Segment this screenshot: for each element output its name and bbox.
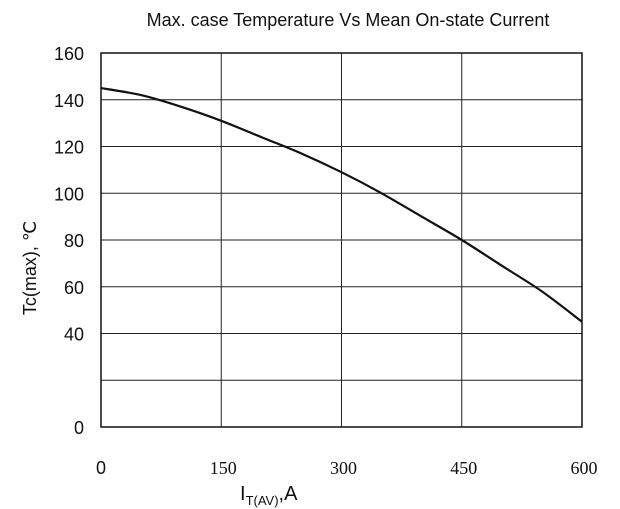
y-axis-label: Tc(max), ℃ <box>20 221 40 315</box>
x-axis-label-subscript: T(AV) <box>246 493 279 508</box>
x-tick-label: 0 <box>96 458 106 478</box>
x-tick-label: 600 <box>571 458 598 478</box>
y-tick-label: 0 <box>74 418 84 438</box>
y-tick-label: 140 <box>54 91 84 111</box>
y-tick-label: 100 <box>54 184 84 204</box>
chart-title: Max. case Temperature Vs Mean On-state C… <box>147 10 550 30</box>
x-tick-label: 300 <box>330 458 357 478</box>
x-tick-label: 150 <box>210 458 237 478</box>
y-tick-label: 120 <box>54 138 84 158</box>
y-axis-ticks: 0 40 60 80 100 120 140 160 <box>54 44 84 438</box>
grid-lines <box>101 53 582 427</box>
x-axis-label: IT(AV),A <box>240 483 298 508</box>
x-axis-label-unit: ,A <box>279 483 299 505</box>
x-tick-label: 450 <box>450 458 477 478</box>
y-tick-label: 80 <box>64 231 84 251</box>
y-tick-label: 160 <box>54 44 84 64</box>
y-tick-label: 60 <box>64 278 84 298</box>
y-tick-label: 40 <box>64 325 84 345</box>
x-axis-ticks: 0 150 300 450 600 <box>96 458 598 478</box>
